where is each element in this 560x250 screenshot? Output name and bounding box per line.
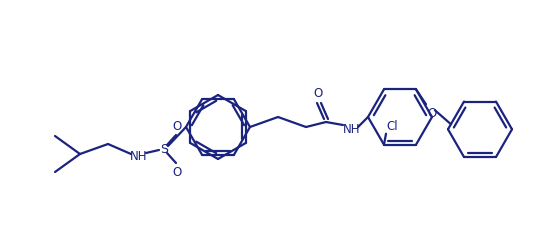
- Text: O: O: [172, 120, 181, 133]
- Text: NH: NH: [130, 150, 148, 163]
- Text: O: O: [427, 106, 437, 119]
- Text: O: O: [172, 166, 181, 179]
- Text: S: S: [160, 143, 168, 156]
- Text: NH: NH: [343, 123, 361, 136]
- Text: Cl: Cl: [386, 120, 398, 133]
- Text: O: O: [314, 87, 323, 100]
